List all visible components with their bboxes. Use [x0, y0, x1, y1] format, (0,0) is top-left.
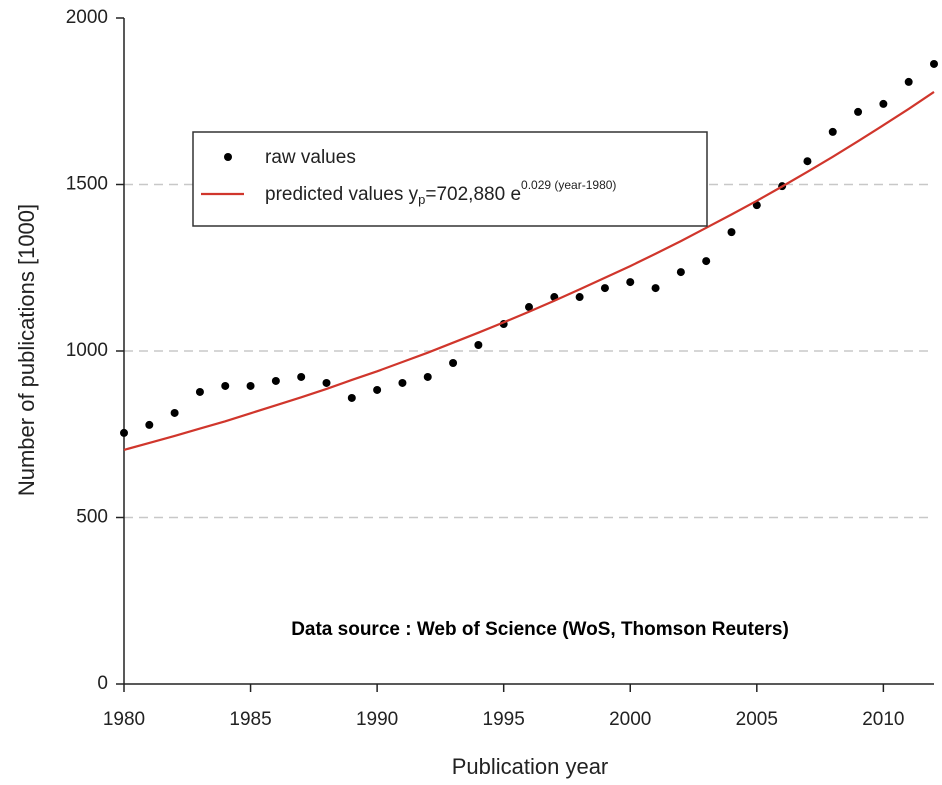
legend-label: raw values	[265, 147, 356, 168]
data-point	[525, 303, 533, 312]
data-point	[879, 99, 888, 108]
y-tick-label: 2000	[66, 7, 108, 28]
data-point	[170, 408, 179, 417]
x-tick-label: 1980	[103, 709, 145, 730]
fit-line	[123, 91, 935, 451]
data-point	[221, 381, 230, 390]
data-point	[145, 420, 154, 429]
data-point	[651, 284, 660, 293]
y-tick-label: 0	[97, 673, 108, 694]
x-tick-label: 1990	[356, 709, 398, 730]
data-point	[702, 257, 711, 266]
formula: =702,880 e	[425, 184, 521, 205]
y-axis-label: Number of publications [1000]	[14, 204, 39, 496]
data-point	[423, 372, 432, 381]
x-tick-label: 1985	[229, 709, 271, 730]
legend-label: predicted values	[265, 184, 403, 205]
legend: raw values predicted values yp=702,880 e…	[192, 131, 708, 227]
data-point	[120, 428, 128, 437]
legend-label: predicted values yp=702,880 e0.029 (year…	[265, 178, 616, 207]
data-point	[828, 127, 837, 136]
legend-box	[192, 131, 708, 227]
y-tick-label: 1000	[66, 340, 108, 361]
y-tick-label: 500	[76, 507, 108, 528]
formula-sub: p	[418, 192, 425, 207]
x-tick-label: 2005	[736, 709, 778, 730]
x-axis-label: Publication year	[452, 754, 609, 779]
data-point	[626, 278, 635, 287]
data-point	[322, 378, 331, 387]
annotation: Data source : Web of Science (WoS, Thoms…	[291, 619, 789, 640]
data-point	[600, 284, 609, 293]
data-point	[449, 358, 458, 367]
y-tick-label: 1500	[66, 174, 108, 195]
data-point	[727, 228, 736, 237]
data-point	[474, 341, 483, 350]
formula-sup: 0.029 (year-1980)	[521, 178, 616, 192]
legend-symbol	[224, 153, 232, 161]
data-point	[347, 393, 356, 402]
x-tick-label: 2000	[609, 709, 651, 730]
data-point	[575, 293, 584, 302]
x-tick-label: 2010	[862, 709, 904, 730]
x-tick-label: 1995	[483, 709, 525, 730]
data-point	[246, 381, 255, 390]
data-point	[676, 268, 685, 277]
data-point	[752, 201, 761, 210]
data-point	[271, 376, 280, 385]
data-point	[930, 59, 938, 68]
data-point	[373, 385, 382, 394]
data-point	[195, 387, 204, 396]
data-point	[904, 77, 913, 86]
data-point	[803, 157, 812, 166]
data-point	[854, 107, 863, 116]
data-point	[297, 372, 306, 381]
data-point	[398, 378, 407, 387]
formula: y	[409, 184, 419, 205]
